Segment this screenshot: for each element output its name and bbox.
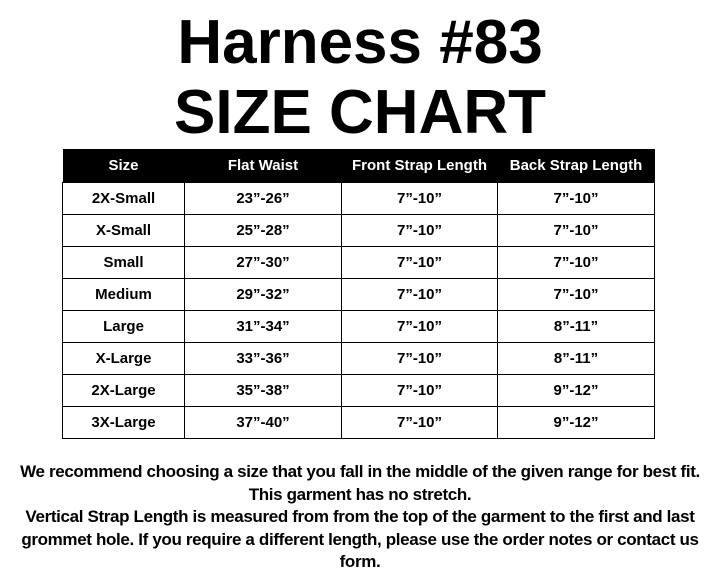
table-cell: 7”-10”	[341, 246, 498, 279]
table-cell: 7”-10”	[341, 406, 498, 439]
table-cell: 3X-Large	[62, 406, 185, 439]
table-cell: X-Small	[62, 214, 185, 247]
table-cell: 7”-10”	[497, 214, 655, 247]
column-header: Front Strap Length	[341, 149, 498, 183]
table-cell: 7”-10”	[497, 246, 655, 279]
size-notes: We recommend choosing a size that you fa…	[10, 461, 710, 574]
table-cell: 25”-28”	[184, 214, 342, 247]
size-chart-table: Size Flat Waist Front Strap Length Back Str…	[62, 149, 655, 439]
table-cell: 2X-Small	[62, 182, 185, 215]
table-cell: 7”-10”	[497, 182, 655, 215]
table-cell: 7”-10”	[497, 278, 655, 311]
table-cell: Large	[62, 310, 185, 343]
product-title: Harness #83	[177, 8, 543, 77]
column-header: Size	[62, 149, 185, 183]
table-cell: 8”-11”	[497, 342, 655, 375]
table-cell: 7”-10”	[341, 342, 498, 375]
table-cell: 7”-10”	[341, 278, 498, 311]
table-cell: 35”-38”	[184, 374, 342, 407]
table-cell: Small	[62, 246, 185, 279]
table-row: 2X-Large 35”-38” 7”-10” 9”-12”	[62, 374, 655, 407]
table-header-row: Size Flat Waist Front Strap Length Back Str…	[62, 149, 655, 183]
table-row: X-Small 25”-28” 7”-10” 7”-10”	[62, 214, 655, 247]
fit-note: We recommend choosing a size that you fa…	[20, 462, 700, 504]
table-cell: 23”-26”	[184, 182, 342, 215]
table-row: 2X-Small 23”-26” 7”-10” 7”-10”	[62, 182, 655, 215]
size-chart-heading: SIZE CHART	[174, 78, 546, 147]
table-cell: 7”-10”	[341, 374, 498, 407]
table-cell: 9”-12”	[497, 406, 655, 439]
table-cell: 9”-12”	[497, 374, 655, 407]
strap-note: Vertical Strap Length is measured from f…	[21, 507, 699, 571]
column-header: Back Strap Length	[497, 149, 655, 183]
table-cell: X-Large	[62, 342, 185, 375]
table-cell: 29”-32”	[184, 278, 342, 311]
table-cell: 7”-10”	[341, 310, 498, 343]
table-cell: Medium	[62, 278, 185, 311]
table-cell: 2X-Large	[62, 374, 185, 407]
table-cell: 37”-40”	[184, 406, 342, 439]
table-row: Large 31”-34” 7”-10” 8”-11”	[62, 310, 655, 343]
column-header: Flat Waist	[184, 149, 342, 183]
table-cell: 27”-30”	[184, 246, 342, 279]
table-cell: 7”-10”	[341, 214, 498, 247]
table-row: X-Large 33”-36” 7”-10” 8”-11”	[62, 342, 655, 375]
table-cell: 33”-36”	[184, 342, 342, 375]
table-row: Medium 29”-32” 7”-10” 7”-10”	[62, 278, 655, 311]
table-row: Small 27”-30” 7”-10” 7”-10”	[62, 246, 655, 279]
table-cell: 31”-34”	[184, 310, 342, 343]
table-cell: 7”-10”	[341, 182, 498, 215]
table-cell: 8”-11”	[497, 310, 655, 343]
table-row: 3X-Large 37”-40” 7”-10” 9”-12”	[62, 406, 655, 439]
